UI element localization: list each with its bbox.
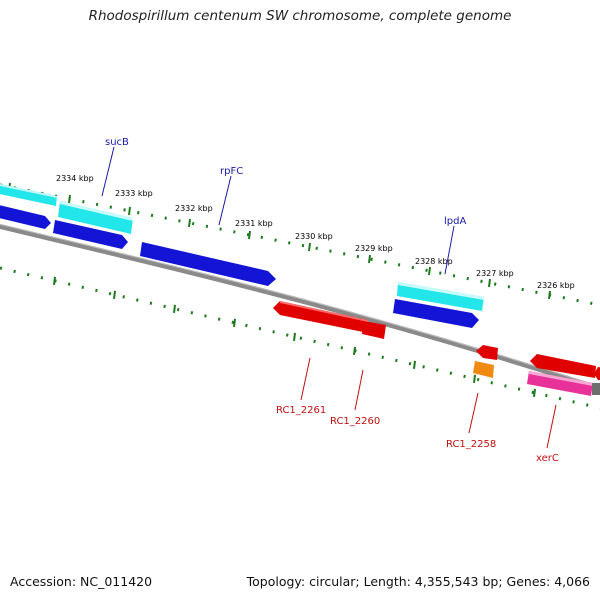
kbp-label: 2334 kbp xyxy=(56,174,94,183)
kbp-label: 2333 kbp xyxy=(115,189,153,198)
label-leader xyxy=(354,369,364,411)
gene-label-rpFC[interactable]: rpFC xyxy=(220,166,243,177)
major-tick-marks xyxy=(8,182,551,397)
cds-feature-highlight xyxy=(398,282,484,300)
cds-feature[interactable] xyxy=(397,282,484,311)
gene-arrow-highlight xyxy=(280,301,368,322)
kbp-labels: 2334 kbp 2333 kbp 2332 kbp 2331 kbp 2330… xyxy=(56,174,575,290)
cds-feature-highlight xyxy=(60,201,133,221)
label-leader xyxy=(546,404,557,449)
gene-label-RC1_2258[interactable]: RC1_2258 xyxy=(446,439,496,450)
gene-arrow[interactable] xyxy=(594,367,600,381)
misc-feature[interactable] xyxy=(527,371,593,396)
major-tick xyxy=(428,266,431,276)
kbp-label: 2332 kbp xyxy=(175,204,213,213)
kbp-label: 2329 kbp xyxy=(355,244,393,253)
gene-arrow[interactable] xyxy=(273,301,368,333)
kbp-label: 2328 kbp xyxy=(415,257,453,266)
gene-label-lpdA[interactable]: lpdA xyxy=(444,216,466,227)
gene-arrow[interactable] xyxy=(530,354,596,378)
gene-label-RC1_2260[interactable]: RC1_2260 xyxy=(330,416,380,427)
label-leader xyxy=(218,175,232,226)
major-tick xyxy=(473,374,476,383)
kbp-label: 2330 kbp xyxy=(295,232,333,241)
accession-text: Accession: NC_011420 xyxy=(10,574,153,589)
major-tick xyxy=(128,206,131,216)
forward-gene-labels: sucB rpFC lpdA xyxy=(101,137,466,275)
gene-label-sucB[interactable]: sucB xyxy=(105,137,129,148)
kbp-label: 2326 kbp xyxy=(537,281,575,290)
gene-label-RC1_2261[interactable]: RC1_2261 xyxy=(276,405,326,416)
chromosome-backbone-highlight xyxy=(0,223,600,388)
label-leader xyxy=(444,225,455,275)
cds-feature[interactable] xyxy=(58,201,133,234)
gene-arrow[interactable] xyxy=(476,345,498,360)
major-tick xyxy=(248,230,251,240)
map-title: Rhodospirillum centenum SW chromosome, c… xyxy=(88,8,512,24)
forward-features xyxy=(0,183,484,328)
genome-summary-text: Topology: circular; Length: 4,355,543 bp… xyxy=(246,574,590,589)
gene-arrow[interactable] xyxy=(140,242,276,286)
cds-feature[interactable] xyxy=(0,183,57,198)
major-tick xyxy=(173,304,176,313)
major-tick xyxy=(548,290,551,300)
gene-arrow[interactable] xyxy=(393,299,479,328)
chromosome-backbone xyxy=(0,223,600,392)
label-leader xyxy=(101,146,115,197)
major-tick xyxy=(308,242,311,252)
reverse-features xyxy=(273,301,600,396)
gene-arrow[interactable] xyxy=(53,220,128,249)
major-tick xyxy=(533,388,536,397)
reverse-tick-track xyxy=(0,266,600,410)
major-tick xyxy=(53,276,56,285)
reverse-gene-labels: RC1_2261 RC1_2260 RC1_2258 xerC xyxy=(276,357,559,464)
gene-arrow[interactable] xyxy=(362,321,386,339)
forward-tick-track xyxy=(0,183,600,307)
major-tick xyxy=(353,346,356,355)
major-tick xyxy=(68,194,71,204)
cds-feature[interactable] xyxy=(473,361,494,378)
gene-arrow[interactable] xyxy=(0,204,51,229)
backbone-segment xyxy=(592,383,600,395)
kbp-label: 2327 kbp xyxy=(476,269,514,278)
major-tick xyxy=(113,290,116,299)
kbp-label: 2331 kbp xyxy=(235,219,273,228)
major-tick xyxy=(413,360,416,369)
major-tick xyxy=(488,278,491,288)
major-tick xyxy=(293,332,296,341)
major-tick xyxy=(233,318,236,327)
gene-label-xerC[interactable]: xerC xyxy=(536,453,559,464)
major-tick xyxy=(188,218,191,228)
cds-feature[interactable] xyxy=(0,183,57,206)
label-leader xyxy=(468,392,479,434)
label-leader xyxy=(300,357,311,401)
misc-feature-highlight xyxy=(529,371,593,386)
major-tick xyxy=(368,254,371,264)
